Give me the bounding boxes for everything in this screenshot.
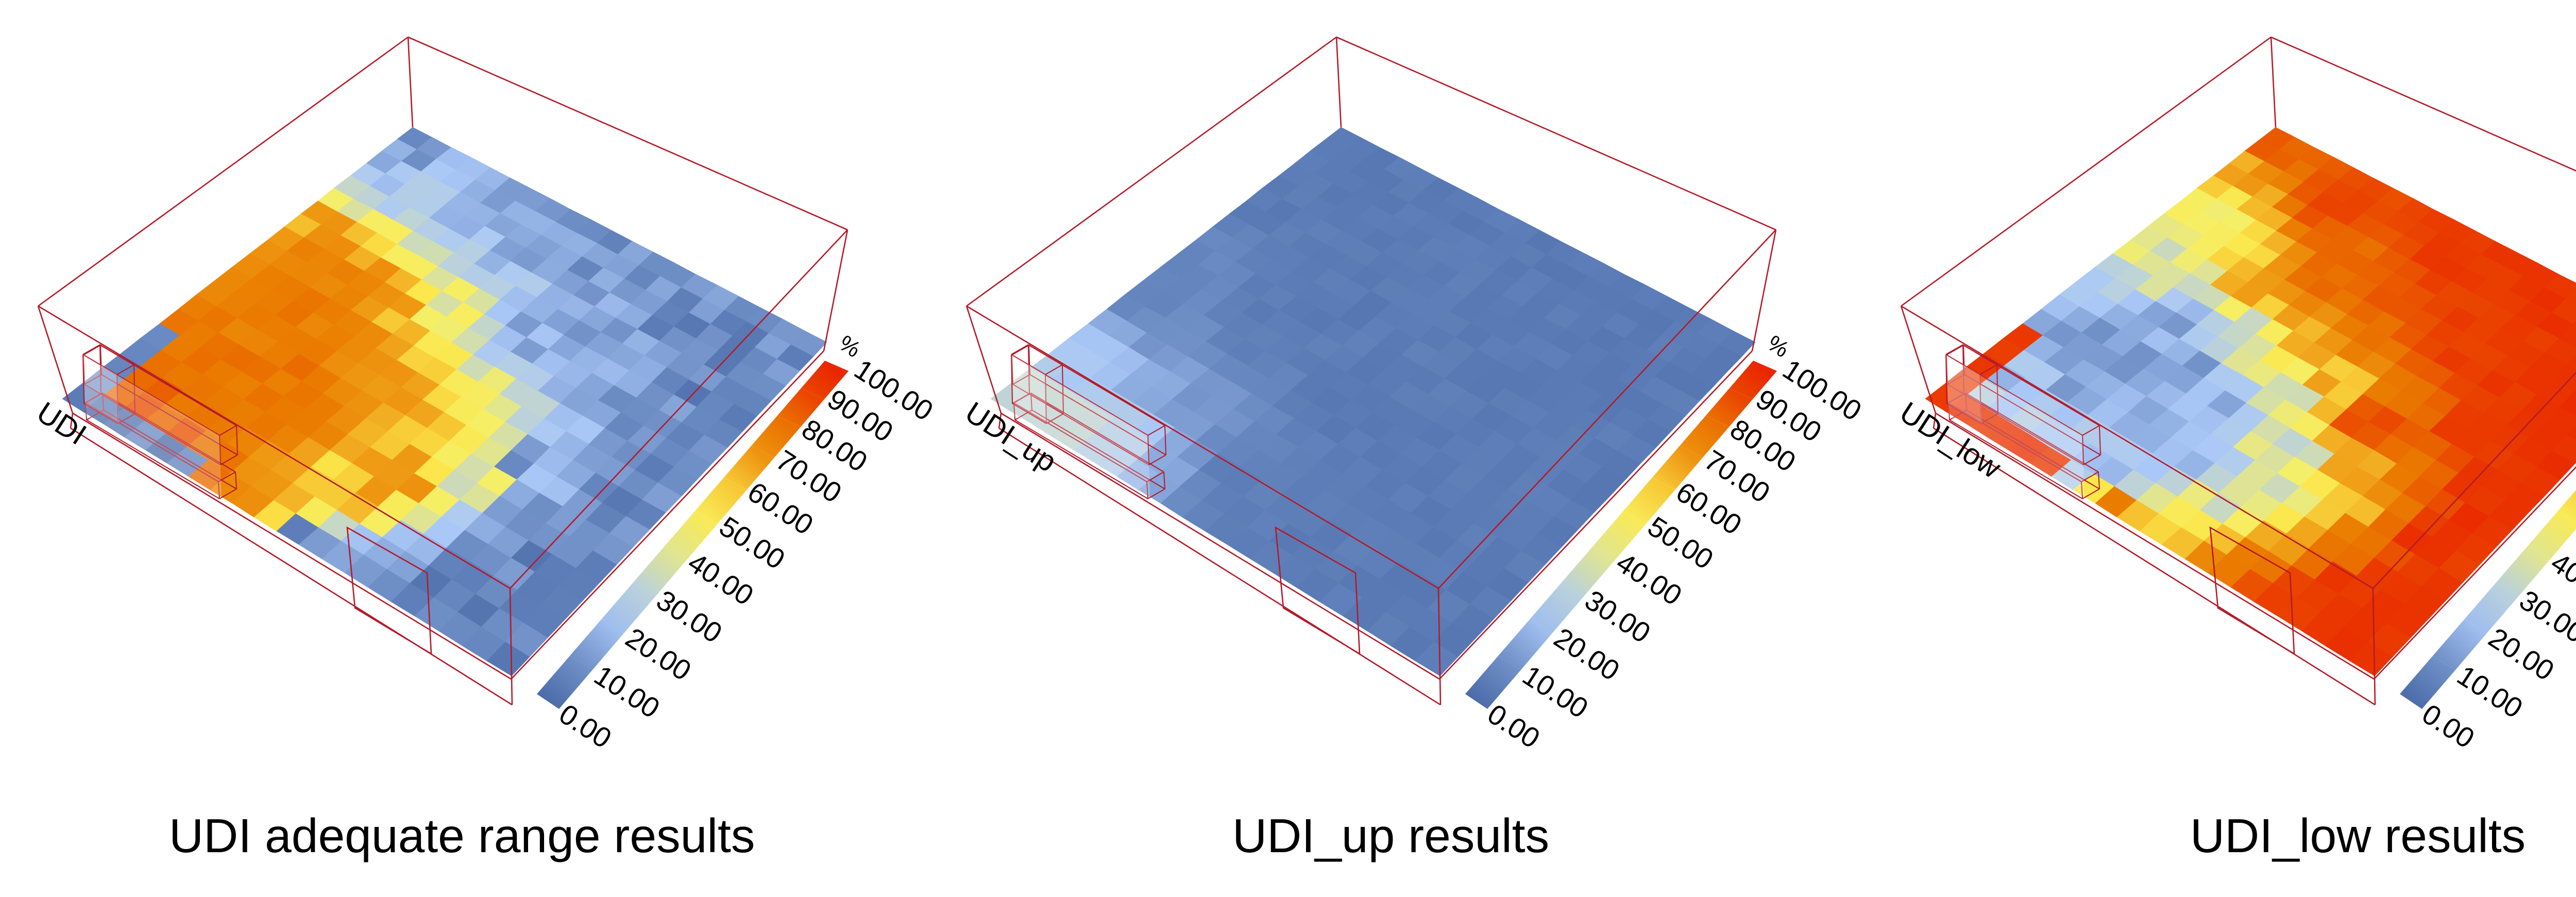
svg-text:UDI adequate range results: UDI adequate range results bbox=[169, 809, 755, 862]
svg-text:UDI_low results: UDI_low results bbox=[2190, 809, 2526, 862]
svg-text:UDI_up results: UDI_up results bbox=[1232, 809, 1549, 862]
